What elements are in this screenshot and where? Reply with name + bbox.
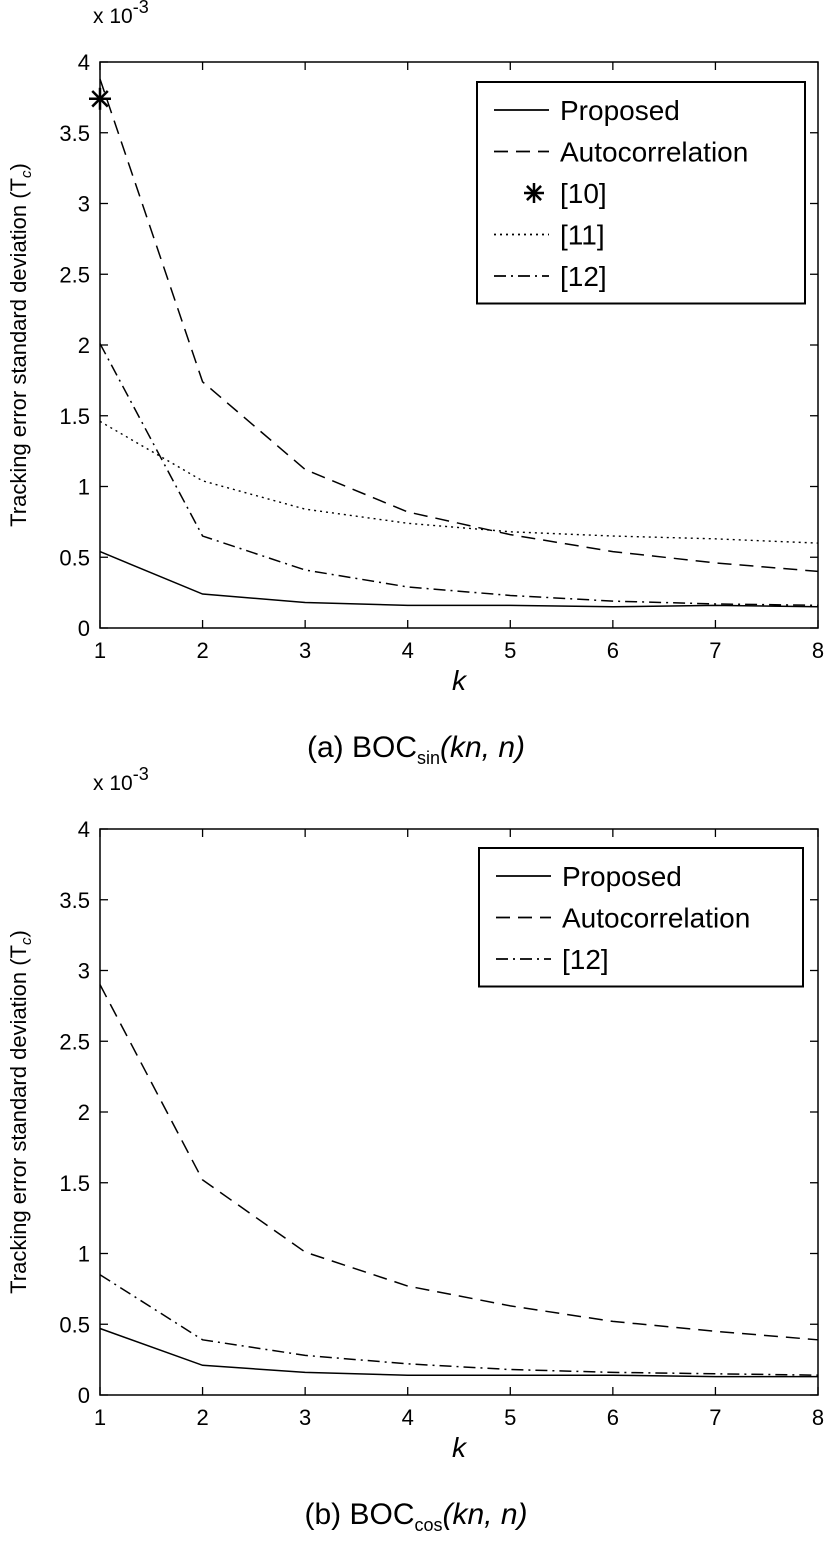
y-tick-label: 1 bbox=[78, 475, 90, 500]
chart-caption: (a) BOCsin(kn, n) bbox=[307, 731, 525, 768]
legend-label: Proposed bbox=[560, 95, 680, 126]
legend-item: Autocorrelation bbox=[496, 903, 750, 934]
x-tick-label: 1 bbox=[94, 638, 106, 663]
caption-subscript: sin bbox=[417, 748, 440, 768]
y-axis-label-sub: c bbox=[18, 170, 35, 178]
y-tick-label: 1 bbox=[78, 1242, 90, 1267]
y-tick-label: 0.5 bbox=[59, 1312, 90, 1337]
chart-a: 1 2 3 4 5 6 7 800.511.522.533.54x 10-3kTracking… bbox=[6, 0, 824, 768]
x-tick-label: 7 bbox=[709, 638, 721, 663]
y-tick-label: 3 bbox=[78, 959, 90, 984]
series-10-marker bbox=[89, 87, 111, 110]
y-tick-label: 0.5 bbox=[59, 545, 90, 570]
legend-box bbox=[478, 847, 804, 988]
x-tick-label: 8 bbox=[812, 638, 824, 663]
x-tick-label: 6 bbox=[607, 1405, 619, 1430]
y-axis-label-close: ) bbox=[6, 163, 31, 170]
y-tick-label: 3 bbox=[78, 192, 90, 217]
y-tick-label: 2.5 bbox=[59, 262, 90, 287]
legend: Proposed Autocorrelation [12] bbox=[478, 847, 804, 988]
y-tick-label: 3.5 bbox=[59, 121, 90, 146]
legend-item: [12] bbox=[496, 944, 609, 975]
caption-args: (kn, n) bbox=[443, 1498, 528, 1531]
x-tick-label: 3 bbox=[299, 638, 311, 663]
legend-label: Autocorrelation bbox=[560, 137, 748, 168]
series-11-line bbox=[99, 420, 819, 544]
x-tick-label: 1 bbox=[94, 1405, 106, 1430]
x-tick-label: 8 bbox=[812, 1405, 824, 1430]
legend-star-icon bbox=[524, 183, 544, 203]
series-autocorrelation-line bbox=[99, 78, 819, 573]
x-tick-label: 6 bbox=[607, 638, 619, 663]
y-scale-label: x 10-3 bbox=[93, 0, 149, 28]
legend-item: [12] bbox=[494, 261, 607, 292]
y-tick-label: 2 bbox=[78, 333, 90, 358]
series-autocorrelation-line bbox=[99, 984, 819, 1341]
y-tick-label: 2.5 bbox=[59, 1029, 90, 1054]
x-tick-label: 4 bbox=[402, 1405, 414, 1430]
y-axis-label: Tracking error standard deviation (Tc) bbox=[6, 163, 35, 527]
y-axis-label-sub: c bbox=[18, 937, 35, 945]
y-axis-label-text: Tracking error standard deviation (T bbox=[6, 178, 31, 527]
series-12-line bbox=[99, 343, 819, 607]
y-tick-label: 2 bbox=[78, 1100, 90, 1125]
x-tick-label: 2 bbox=[196, 638, 208, 663]
y-tick-label: 3.5 bbox=[59, 888, 90, 913]
series-proposed-line bbox=[99, 1327, 818, 1378]
star-stroke bbox=[526, 185, 542, 201]
legend-label: [12] bbox=[562, 944, 609, 975]
y-axis-label-close: ) bbox=[6, 930, 31, 937]
y-scale-label: x 10-3 bbox=[93, 764, 149, 795]
y-scale-exponent: -3 bbox=[133, 0, 149, 17]
y-axis-label-text: Tracking error standard deviation (T bbox=[6, 945, 31, 1294]
x-tick-label: 4 bbox=[402, 638, 414, 663]
x-tick-label: 7 bbox=[709, 1405, 721, 1430]
legend-item: [11] bbox=[494, 220, 605, 251]
legend-item: Autocorrelation bbox=[494, 137, 748, 168]
x-axis-label: k bbox=[452, 1432, 468, 1463]
legend-label: [10] bbox=[560, 178, 607, 209]
chart-caption: (b) BOCcos(kn, n) bbox=[304, 1498, 527, 1535]
y-tick-label: 4 bbox=[78, 817, 90, 842]
x-tick-label: 5 bbox=[504, 1405, 516, 1430]
legend-item: Proposed bbox=[496, 861, 682, 892]
y-scale-base: x 10 bbox=[93, 5, 133, 28]
legend-label: Proposed bbox=[562, 861, 682, 892]
series-12-line bbox=[99, 1274, 819, 1376]
chart-b: 1 2 3 4 5 6 7 800.511.522.533.54x 10-3kTracking… bbox=[6, 764, 824, 1535]
y-tick-label: 0 bbox=[78, 1383, 90, 1408]
y-tick-label: 1.5 bbox=[59, 404, 90, 429]
y-tick-label: 1.5 bbox=[59, 1171, 90, 1196]
legend-item: [10] bbox=[524, 178, 607, 209]
y-tick-label: 4 bbox=[78, 50, 90, 75]
caption-args: (kn, n) bbox=[440, 731, 525, 764]
series-proposed-line bbox=[99, 550, 819, 608]
legend-label: [12] bbox=[560, 261, 607, 292]
caption-subscript: cos bbox=[414, 1515, 442, 1535]
x-tick-label: 2 bbox=[196, 1405, 208, 1430]
x-axis-label: k bbox=[452, 665, 468, 696]
caption-prefix: (b) BOC bbox=[304, 1498, 414, 1531]
y-axis-label: Tracking error standard deviation (Tc) bbox=[6, 930, 35, 1294]
legend: Proposed Autocorrelation [10] [11] [12] bbox=[476, 81, 806, 305]
legend-label: Autocorrelation bbox=[562, 903, 750, 934]
star-stroke bbox=[91, 90, 109, 108]
y-scale-exponent: -3 bbox=[133, 764, 149, 784]
x-tick-label: 5 bbox=[504, 638, 516, 663]
y-scale-base: x 10 bbox=[93, 772, 133, 795]
legend-item: Proposed bbox=[494, 95, 680, 126]
legend-label: [11] bbox=[560, 220, 605, 251]
caption-prefix: (a) BOC bbox=[307, 731, 417, 764]
y-tick-label: 0 bbox=[78, 616, 90, 641]
x-tick-label: 3 bbox=[299, 1405, 311, 1430]
